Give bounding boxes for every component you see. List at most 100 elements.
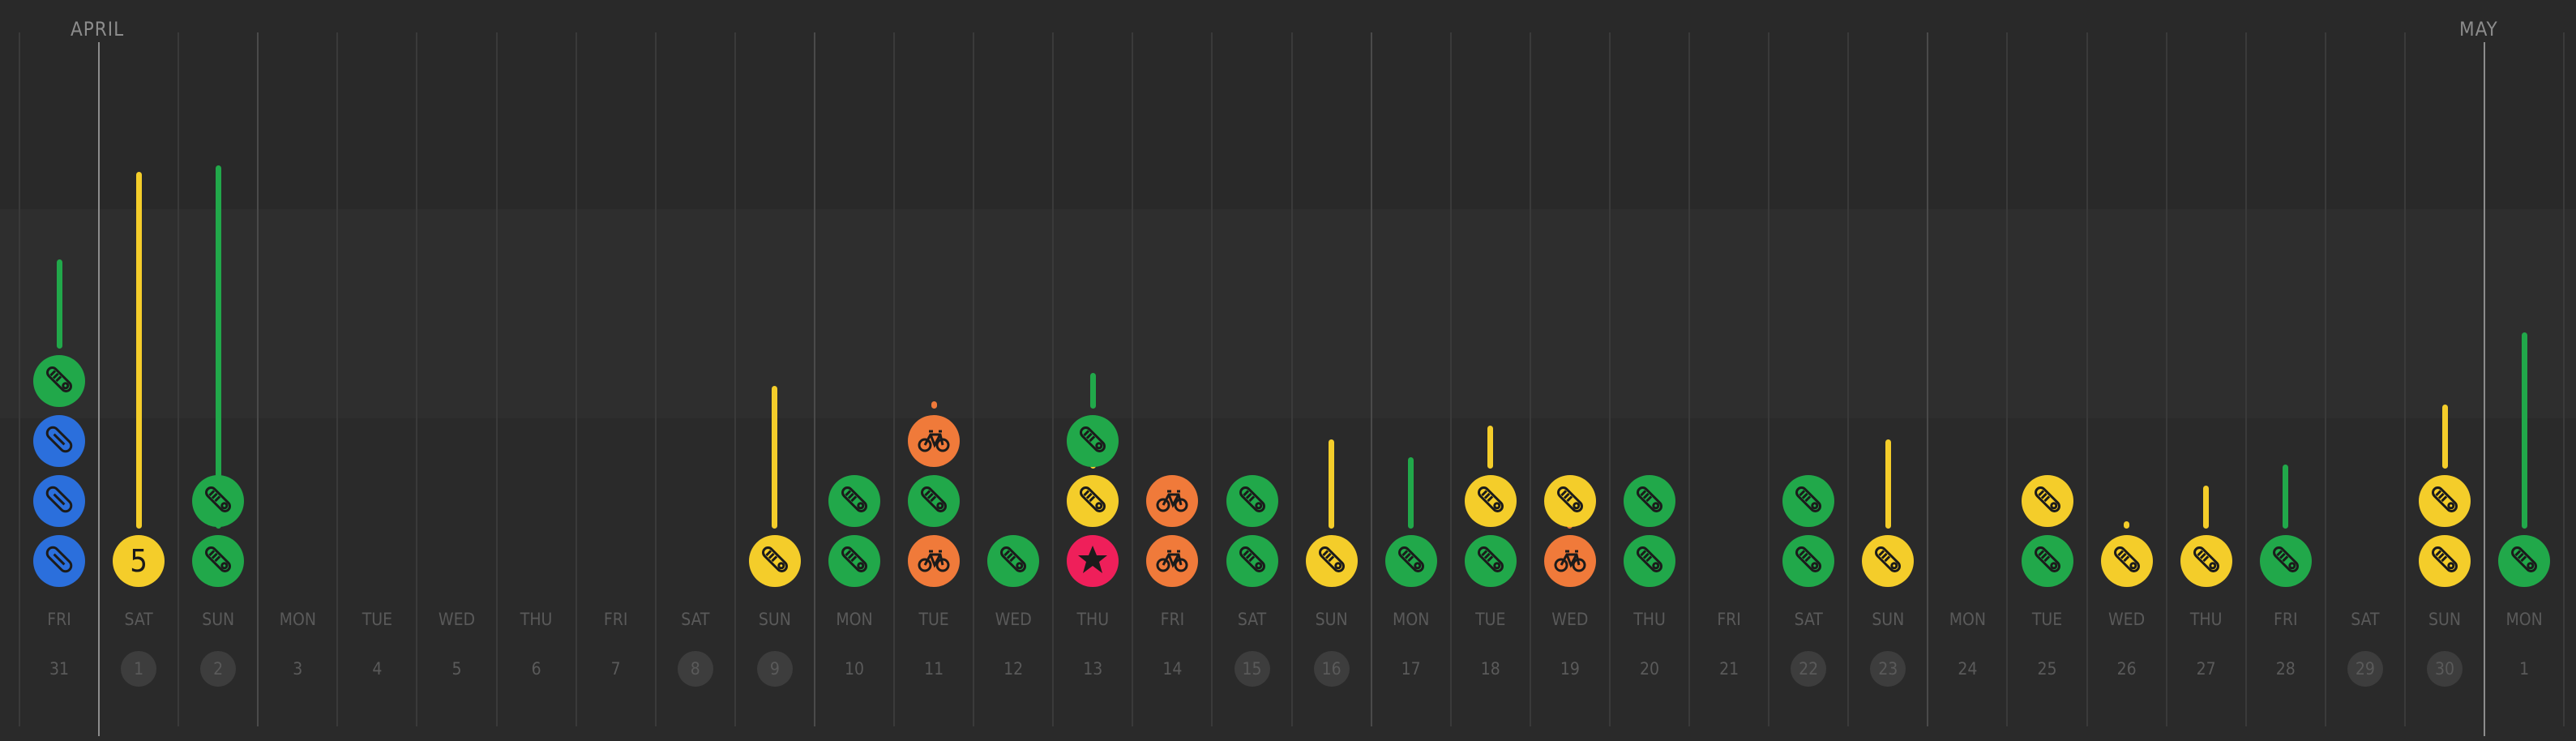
column-separator (2324, 32, 2326, 726)
day-number[interactable]: 10 (844, 659, 865, 679)
shoe-activity[interactable] (1067, 415, 1119, 467)
running-shoe-icon (838, 543, 871, 579)
activity-duration-bar (135, 172, 142, 529)
bike-activity[interactable] (1543, 535, 1596, 587)
shoe-activity[interactable] (1862, 535, 1915, 587)
day-number[interactable]: 3 (293, 659, 303, 679)
activity-duration-bar (1487, 426, 1494, 469)
day-number[interactable]: 30 (2427, 651, 2463, 687)
activity-duration-bar (1885, 439, 1891, 529)
shoe-activity[interactable] (1464, 535, 1517, 587)
column-separator (1370, 32, 1372, 726)
day-number[interactable]: 7 (610, 659, 621, 679)
day-of-week-label: SUN (1872, 610, 1905, 629)
day-number[interactable]: 19 (1560, 659, 1580, 679)
shoe-activity[interactable] (2180, 535, 2232, 587)
column-separator (1211, 32, 1213, 726)
column-separator (2563, 32, 2565, 726)
snowboard-activity[interactable] (33, 475, 85, 527)
shoe-activity[interactable] (1226, 535, 1278, 587)
day-number[interactable]: 9 (756, 651, 793, 687)
bicycle-icon (1554, 543, 1586, 579)
shoe-activity[interactable] (1624, 535, 1675, 587)
bike-activity[interactable] (908, 415, 961, 467)
day-number[interactable]: 27 (2196, 659, 2216, 679)
day-number[interactable]: 16 (1313, 651, 1350, 687)
day-number[interactable]: 13 (1083, 659, 1103, 679)
running-shoe-icon (1474, 483, 1507, 519)
star-activity[interactable] (1067, 535, 1119, 587)
column-separator (654, 32, 657, 726)
day-of-week-label: TUE (362, 610, 393, 629)
activity-count-badge[interactable]: 5 (113, 535, 165, 587)
snowboard-activity[interactable] (33, 535, 85, 587)
day-number[interactable]: 4 (372, 659, 383, 679)
shoe-activity[interactable] (987, 535, 1040, 587)
shoe-activity[interactable] (2021, 475, 2073, 527)
shoe-activity[interactable] (748, 535, 801, 587)
shoe-activity[interactable] (1305, 535, 1358, 587)
shoe-activity[interactable] (2100, 535, 2153, 587)
shoe-activity[interactable] (828, 475, 880, 527)
background-band-bottom (0, 418, 2576, 741)
day-number[interactable]: 6 (531, 659, 541, 679)
running-shoe-icon (1792, 483, 1825, 519)
shoe-activity[interactable] (1067, 475, 1119, 527)
column-separator (257, 32, 259, 726)
shoe-activity[interactable] (2419, 475, 2471, 527)
day-number[interactable]: 17 (1401, 659, 1421, 679)
day-number[interactable]: 24 (1958, 659, 1978, 679)
running-shoe-icon (43, 363, 75, 399)
day-number[interactable]: 26 (2116, 659, 2137, 679)
day-number[interactable]: 8 (677, 651, 713, 687)
day-number[interactable]: 29 (2347, 651, 2383, 687)
shoe-activity[interactable] (828, 535, 880, 587)
column-separator (1529, 32, 1531, 726)
shoe-activity[interactable] (1464, 475, 1517, 527)
day-number[interactable]: 23 (1870, 651, 1906, 687)
shoe-activity[interactable] (1226, 475, 1278, 527)
day-number[interactable]: 31 (49, 659, 70, 679)
shoe-activity[interactable] (1543, 475, 1596, 527)
day-number[interactable]: 20 (1639, 659, 1660, 679)
day-of-week-label: MON (1949, 610, 1987, 629)
day-of-week-label: FRI (1160, 610, 1185, 629)
bike-activity[interactable] (1146, 535, 1199, 587)
background-band-middle (0, 209, 2576, 418)
shoe-activity[interactable] (908, 475, 961, 527)
bike-activity[interactable] (908, 535, 961, 587)
bike-activity[interactable] (1146, 475, 1199, 527)
column-separator (1132, 32, 1134, 726)
day-number[interactable]: 11 (924, 659, 944, 679)
day-number[interactable]: 18 (1480, 659, 1500, 679)
shoe-activity[interactable] (33, 355, 85, 407)
shoe-activity[interactable] (1782, 475, 1835, 527)
shoe-activity[interactable] (192, 475, 245, 527)
bicycle-icon (918, 423, 950, 459)
day-number[interactable]: 14 (1162, 659, 1183, 679)
day-number[interactable]: 1 (121, 651, 157, 687)
activity-duration-bar (2283, 464, 2289, 529)
day-number[interactable]: 2 (200, 651, 237, 687)
shoe-activity[interactable] (2259, 535, 2312, 587)
day-number[interactable]: 15 (1234, 651, 1270, 687)
day-of-week-label: SUN (2428, 610, 2461, 629)
shoe-activity[interactable] (1384, 535, 1437, 587)
day-number[interactable]: 5 (451, 659, 462, 679)
day-number[interactable]: 1 (2519, 659, 2530, 679)
day-number[interactable]: 21 (1719, 659, 1739, 679)
shoe-activity[interactable] (2021, 535, 2073, 587)
day-number[interactable]: 12 (1003, 659, 1024, 679)
shoe-activity[interactable] (1782, 535, 1835, 587)
day-number[interactable]: 28 (2275, 659, 2296, 679)
shoe-activity[interactable] (2498, 535, 2551, 587)
shoe-activity[interactable] (1624, 475, 1675, 527)
day-number[interactable]: 25 (2037, 659, 2057, 679)
shoe-activity[interactable] (192, 535, 245, 587)
day-of-week-label: TUE (2031, 610, 2063, 629)
day-of-week-label: MON (836, 610, 873, 629)
day-number[interactable]: 22 (1791, 651, 1827, 687)
running-shoe-icon (1076, 483, 1109, 519)
snowboard-activity[interactable] (33, 415, 85, 467)
shoe-activity[interactable] (2419, 535, 2471, 587)
